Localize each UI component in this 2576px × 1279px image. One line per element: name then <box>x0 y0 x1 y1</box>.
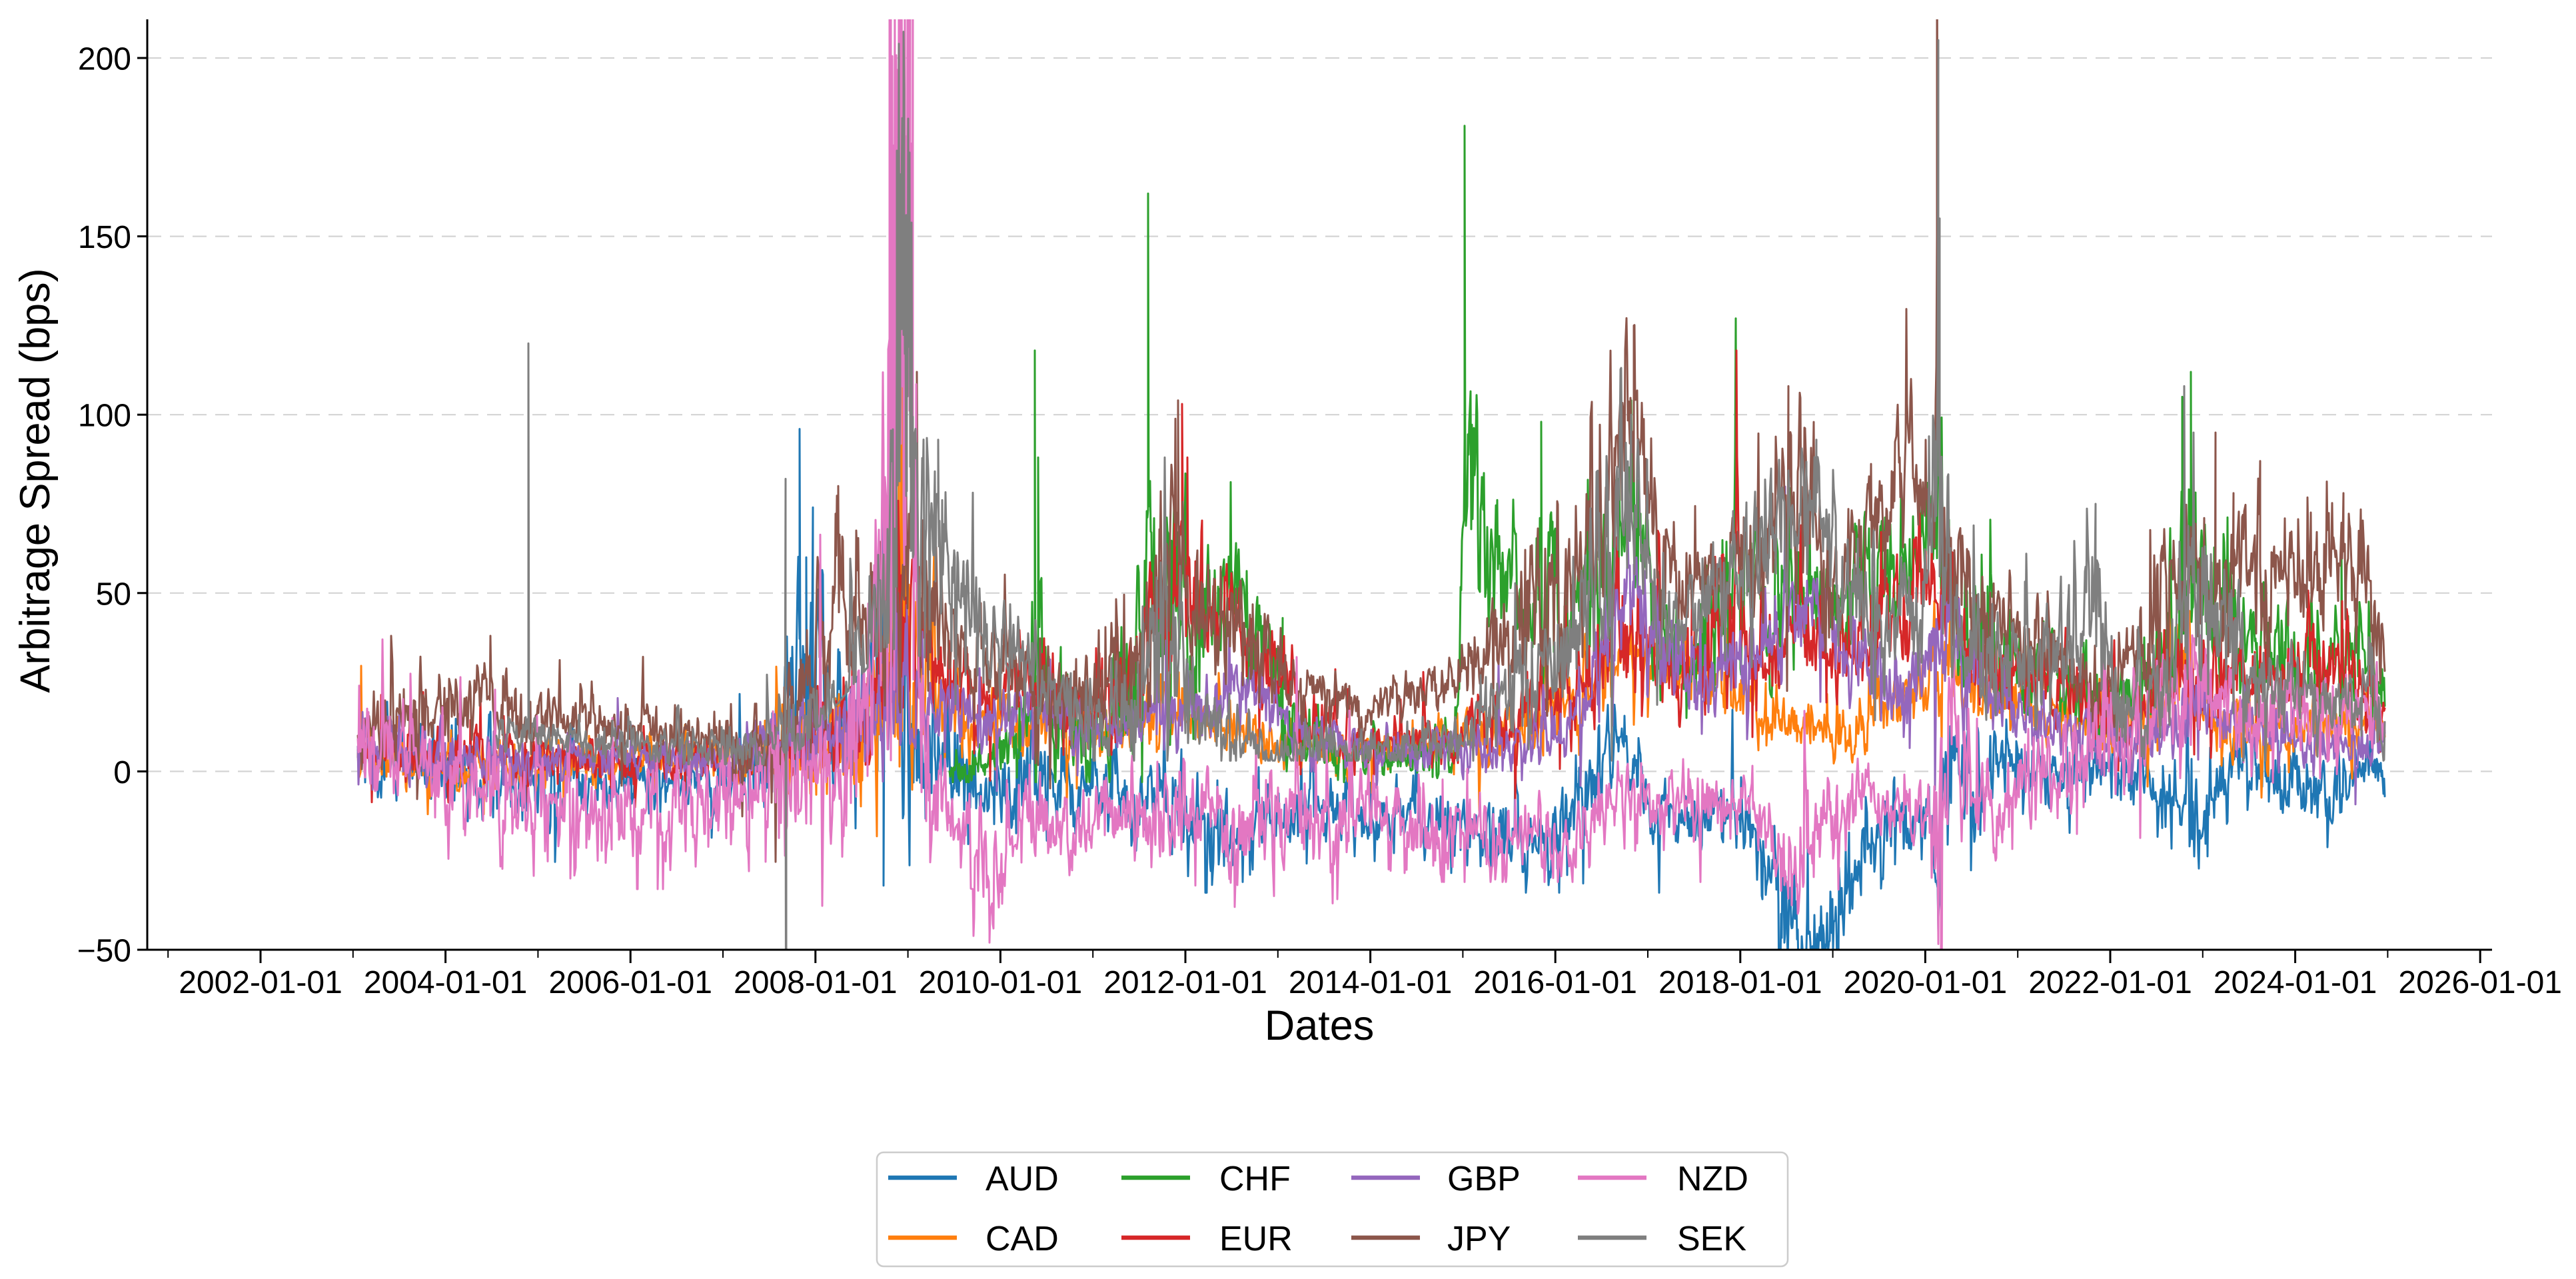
svg-text:2002-01-01: 2002-01-01 <box>179 965 342 1000</box>
svg-text:−50: −50 <box>77 934 131 969</box>
svg-text:2014-01-01: 2014-01-01 <box>1289 965 1453 1000</box>
svg-text:2006-01-01: 2006-01-01 <box>548 965 712 1000</box>
svg-text:JPY: JPY <box>1447 1220 1511 1258</box>
svg-text:2026-01-01: 2026-01-01 <box>2398 965 2562 1000</box>
svg-text:AUD: AUD <box>985 1160 1059 1198</box>
svg-text:GBP: GBP <box>1447 1160 1521 1198</box>
svg-text:2016-01-01: 2016-01-01 <box>1473 965 1637 1000</box>
svg-text:50: 50 <box>96 577 131 612</box>
svg-text:0: 0 <box>113 755 131 790</box>
svg-text:CAD: CAD <box>985 1220 1059 1258</box>
svg-text:2020-01-01: 2020-01-01 <box>1844 965 2008 1000</box>
svg-text:200: 200 <box>78 42 131 77</box>
svg-text:2012-01-01: 2012-01-01 <box>1103 965 1267 1000</box>
svg-text:Dates: Dates <box>1265 1002 1375 1049</box>
svg-text:SEK: SEK <box>1677 1220 1746 1258</box>
svg-text:2004-01-01: 2004-01-01 <box>364 965 528 1000</box>
svg-text:EUR: EUR <box>1219 1220 1293 1258</box>
svg-text:2010-01-01: 2010-01-01 <box>919 965 1083 1000</box>
svg-text:2022-01-01: 2022-01-01 <box>2028 965 2192 1000</box>
svg-text:2024-01-01: 2024-01-01 <box>2214 965 2377 1000</box>
svg-text:150: 150 <box>78 220 131 255</box>
svg-text:2018-01-01: 2018-01-01 <box>1658 965 1822 1000</box>
svg-text:Arbitrage Spread (bps): Arbitrage Spread (bps) <box>12 268 59 692</box>
svg-text:CHF: CHF <box>1219 1160 1291 1198</box>
svg-text:2008-01-01: 2008-01-01 <box>734 965 898 1000</box>
svg-text:NZD: NZD <box>1677 1160 1748 1198</box>
svg-text:100: 100 <box>78 399 131 434</box>
